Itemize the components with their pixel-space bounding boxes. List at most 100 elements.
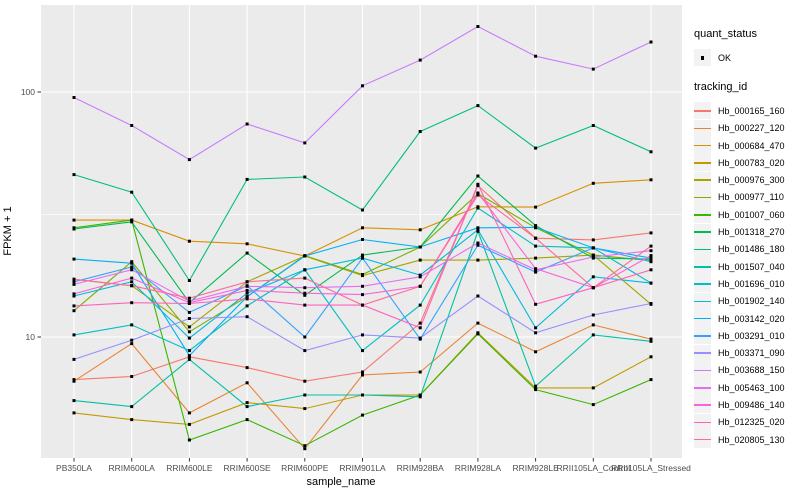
data-point <box>361 349 364 353</box>
data-point <box>476 228 480 232</box>
data-point <box>245 297 249 301</box>
legend-key-box <box>694 119 711 137</box>
legend-key-box <box>694 102 711 120</box>
legend-entry-Hb_001507_040[interactable]: Hb_001507_040 <box>694 258 800 276</box>
legend-entry-Hb_000783_020[interactable]: Hb_000783_020 <box>694 154 800 172</box>
legend-key-line-icon <box>694 335 711 337</box>
data-point <box>649 281 653 285</box>
data-point <box>72 227 76 231</box>
data-point <box>649 378 653 382</box>
legend-entry-Hb_000165_160[interactable]: Hb_000165_160 <box>694 102 800 120</box>
data-point <box>187 325 191 329</box>
data-point <box>418 326 422 330</box>
x-axis-title: sample_name <box>306 476 376 488</box>
x-tick-label: RRII105LA_Stressed <box>611 463 691 473</box>
data-point <box>303 335 307 339</box>
data-point <box>591 246 595 250</box>
data-point <box>649 150 653 154</box>
data-point <box>591 275 595 279</box>
legend-key-box <box>694 49 711 67</box>
legend-entry-label: Hb_001902_140 <box>718 296 785 307</box>
legend-entry-Hb_009486_140[interactable]: Hb_009486_140 <box>694 396 800 414</box>
data-point <box>649 244 653 248</box>
data-point <box>649 355 653 359</box>
data-point <box>534 236 538 240</box>
legend-key-line-icon <box>694 231 711 233</box>
legend-key-line-icon <box>694 438 711 441</box>
data-point <box>72 277 76 281</box>
data-point <box>72 379 76 383</box>
data-point <box>534 302 538 306</box>
legend-entry-Hb_000227_120[interactable]: Hb_000227_120 <box>694 119 800 137</box>
series-layer <box>72 25 653 451</box>
legend-entry-Hb_003688_150[interactable]: Hb_003688_150 <box>694 361 800 379</box>
data-point <box>187 239 191 243</box>
x-tick-label: RRIM928LA <box>455 463 502 473</box>
legend-title-tracking-id: tracking_id <box>694 81 748 94</box>
data-point <box>187 357 191 361</box>
data-point <box>72 309 76 313</box>
legend-entry-Hb_001318_270[interactable]: Hb_001318_270 <box>694 223 800 241</box>
data-point <box>649 178 653 182</box>
data-point <box>649 260 653 264</box>
x-tick-label: RRII105LA_Control <box>556 463 630 473</box>
legend-entry-Hb_000976_300[interactable]: Hb_000976_300 <box>694 171 800 189</box>
data-point <box>303 291 307 295</box>
data-point <box>591 333 595 337</box>
legend-entry-Hb_020805_130[interactable]: Hb_020805_130 <box>694 431 800 449</box>
data-point <box>130 220 134 224</box>
legend-entry-Hb_001902_140[interactable]: Hb_001902_140 <box>694 292 800 310</box>
legend-entry-ok[interactable]: OK <box>694 49 800 67</box>
x-tick-label: RRIM928LE <box>512 463 559 473</box>
legend-key-line-icon <box>694 214 711 216</box>
legend-entry-Hb_003371_090[interactable]: Hb_003371_090 <box>694 344 800 362</box>
legend-entry-Hb_001486_180[interactable]: Hb_001486_180 <box>694 240 800 258</box>
data-point <box>130 276 134 280</box>
data-point <box>130 405 134 409</box>
legend-key-box <box>694 188 711 206</box>
data-point <box>187 438 191 442</box>
data-point <box>245 401 249 405</box>
legend-entry-Hb_001007_060[interactable]: Hb_001007_060 <box>694 206 800 224</box>
legend-entry-Hb_000977_110[interactable]: Hb_000977_110 <box>694 188 800 206</box>
data-point <box>72 411 76 415</box>
data-point <box>245 122 249 126</box>
legend-entry-Hb_000684_470[interactable]: Hb_000684_470 <box>694 137 800 155</box>
legend-key-box <box>694 396 711 414</box>
data-point <box>361 373 364 377</box>
data-point <box>591 124 595 127</box>
data-point <box>534 54 538 58</box>
data-point <box>245 366 249 370</box>
x-tick-label: RRIM600SE <box>223 463 271 473</box>
legend-key-box <box>694 431 711 449</box>
legend-key-line-icon <box>694 317 711 320</box>
data-point <box>649 256 653 260</box>
legend-entry-Hb_001696_010[interactable]: Hb_001696_010 <box>694 275 800 293</box>
x-tick-label: PB350LA <box>56 463 92 473</box>
data-point <box>72 173 76 177</box>
legend-key-box <box>694 240 711 258</box>
data-point <box>245 295 249 299</box>
legend-key-box <box>694 275 711 293</box>
legend-entry-label: Hb_003688_150 <box>718 365 785 376</box>
legend-entry-Hb_005463_100[interactable]: Hb_005463_100 <box>694 379 800 397</box>
legend-entry-label: Hb_005463_100 <box>718 382 785 393</box>
legend-entry-label: Hb_020805_130 <box>718 434 785 445</box>
data-point <box>649 302 653 305</box>
y-tick-label: 10 <box>26 332 36 342</box>
legend-entry-label: Hb_001507_040 <box>718 261 785 272</box>
legend-entry-Hb_012325_020[interactable]: Hb_012325_020 <box>694 413 800 431</box>
data-point <box>418 284 422 288</box>
data-point <box>130 342 134 346</box>
legend-key-box <box>694 327 711 345</box>
data-point <box>72 294 76 298</box>
data-point <box>303 254 307 258</box>
data-point <box>476 332 480 336</box>
legend-entry-label: Hb_009486_140 <box>718 399 785 410</box>
legend-key-line-icon <box>694 110 711 112</box>
data-point <box>361 238 364 241</box>
data-point <box>476 193 480 197</box>
legend-entry-Hb_003142_020[interactable]: Hb_003142_020 <box>694 310 800 327</box>
legend-entry-Hb_003291_010[interactable]: Hb_003291_010 <box>694 327 800 345</box>
